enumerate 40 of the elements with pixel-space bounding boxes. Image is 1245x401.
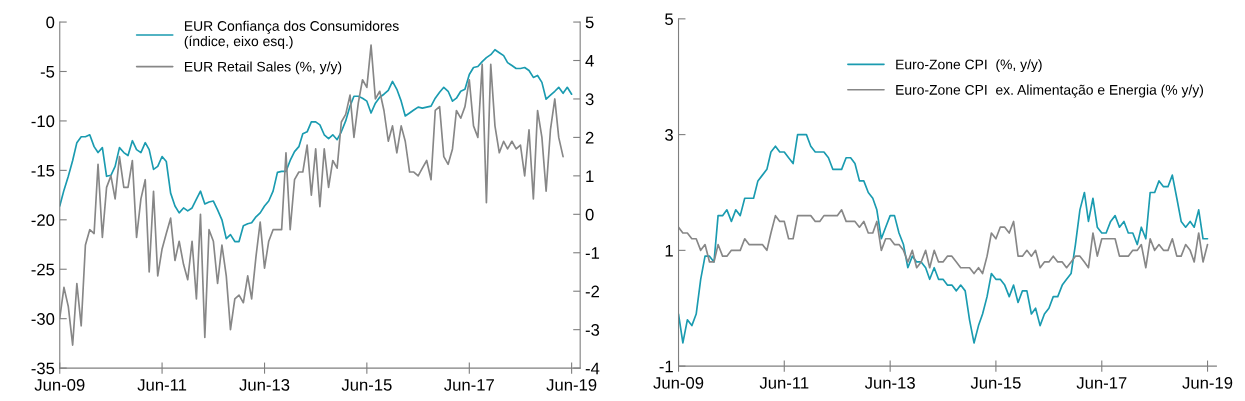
y-tick-label: 3 <box>665 129 673 141</box>
y2-tick-label: -4 <box>585 362 600 375</box>
y-tick-label: -35 <box>31 362 55 375</box>
x-tick-label: Jun-17 <box>444 379 494 391</box>
x-tick-label: Jun-09 <box>653 376 704 389</box>
x-tick-label: Jun-11 <box>137 379 187 391</box>
legend-label: EUR Retail Sales (%, y/y) <box>184 61 342 75</box>
x-tick-label: Jun-09 <box>34 378 85 391</box>
y-tick-label: -5 <box>40 66 55 78</box>
y-tick-label: -20 <box>31 214 55 227</box>
x-tick-label: Jun-13 <box>864 376 915 389</box>
y-tick-label: -1 <box>659 360 673 373</box>
y2-tick-label: -1 <box>585 247 600 259</box>
y2-tick-label: -2 <box>585 285 600 298</box>
x-tick-label: Jun-19 <box>1182 376 1233 389</box>
y2-tick-label: 0 <box>585 208 594 221</box>
x-tick-label: Jun-19 <box>546 378 597 391</box>
y2-tick-label: 5 <box>585 16 594 29</box>
y2-tick-label: 2 <box>585 131 594 144</box>
legend-label: EUR Confiança dos Consumidores (índice, eixo esq.) <box>184 20 399 49</box>
y2-tick-label: 1 <box>586 170 594 182</box>
y-tick-label: -25 <box>31 263 55 276</box>
y-tick-label: -15 <box>31 164 55 177</box>
x-tick-label: Jun-11 <box>759 377 809 389</box>
y2-tick-label: -3 <box>585 324 600 336</box>
legend-label: Euro-Zone CPI ex. Alimentação e Energia (% y/y) <box>896 84 1204 98</box>
y-tick-label: -30 <box>31 313 55 325</box>
line-series <box>59 48 573 243</box>
x-tick-label: Jun-15 <box>341 379 392 391</box>
x-tick-label: Jun-17 <box>1076 377 1127 389</box>
line-series <box>678 133 1209 344</box>
legend-label: Euro-Zone CPI (%, y/y) <box>896 59 1042 73</box>
x-tick-label: Jun-15 <box>970 377 1021 389</box>
y-tick-label: 5 <box>665 13 673 26</box>
x-tick-label: Jun-13 <box>239 378 290 391</box>
y2-tick-label: 3 <box>585 93 594 106</box>
y-tick-label: 1 <box>665 244 673 257</box>
y-tick-label: -10 <box>31 115 55 128</box>
y2-tick-label: 4 <box>585 55 594 67</box>
y-tick-label: 0 <box>46 16 55 29</box>
